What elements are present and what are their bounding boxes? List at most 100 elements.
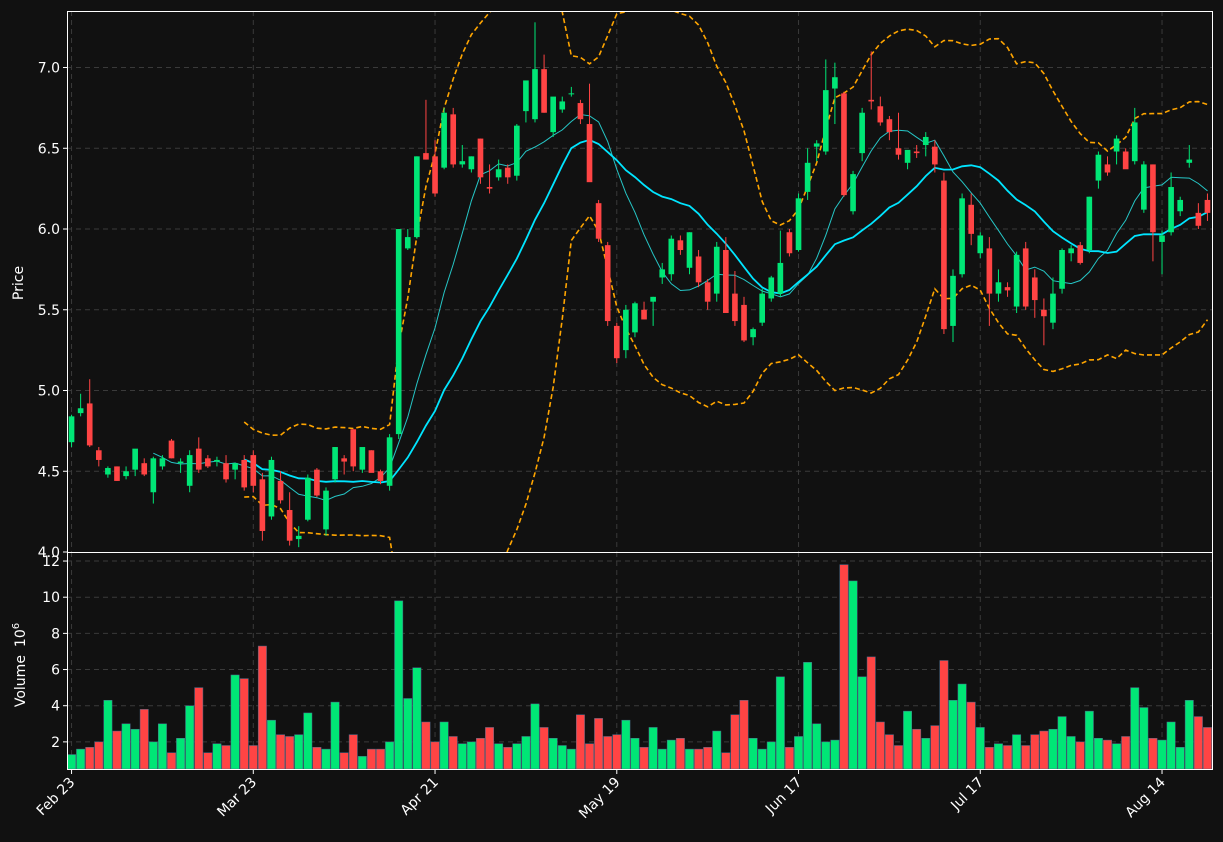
volume-bar: [257, 645, 267, 770]
candle-body: [350, 429, 357, 467]
volume-bar: [957, 683, 967, 770]
volume-bar: [1030, 734, 1040, 770]
candle-body: [386, 437, 393, 486]
candle-body: [486, 187, 493, 189]
volume-bar: [1103, 739, 1112, 770]
volume-bar: [485, 727, 494, 770]
price-grid: [67, 11, 1212, 552]
candle-body: [432, 156, 438, 194]
volume-bar: [930, 725, 940, 770]
candle-body: [1122, 151, 1129, 170]
candle-body: [1113, 138, 1120, 152]
candle-body: [95, 450, 102, 460]
candle-body: [314, 469, 320, 496]
volume-bar: [276, 734, 285, 770]
volume-bar: [1148, 738, 1158, 770]
candle-body: [241, 459, 248, 488]
volume-tick-label: 12: [42, 554, 60, 570]
volume-bar: [812, 723, 822, 770]
candle-body: [1141, 164, 1147, 210]
volume-bar: [85, 747, 95, 770]
volume-bar: [357, 756, 367, 770]
candle-body: [195, 448, 202, 470]
candle-body: [850, 174, 856, 212]
candle-body: [704, 282, 711, 302]
candle-body: [822, 90, 829, 152]
candle-body: [1095, 154, 1102, 181]
candle-body: [132, 448, 138, 470]
volume-bar: [285, 736, 295, 770]
volume-bar: [821, 741, 831, 770]
volume-bar: [376, 748, 385, 770]
candle-body: [1004, 287, 1011, 291]
volume-bar: [603, 736, 613, 770]
volume-y-ticks: 2 4 6 8 10 12: [42, 554, 67, 751]
volume-bar: [176, 738, 186, 770]
candle-body: [586, 124, 593, 183]
candle-body: [795, 198, 802, 251]
candle-body: [141, 463, 148, 475]
lower-band-line: [244, 214, 1209, 552]
volume-bar: [448, 736, 458, 770]
price-tick-label: 5.5: [38, 303, 60, 319]
volume-bar: [112, 730, 122, 770]
volume-bar: [921, 738, 931, 770]
volume-bar: [775, 676, 785, 770]
volume-bar: [312, 747, 322, 770]
candle-body: [159, 458, 166, 467]
volume-bar: [884, 734, 894, 770]
candle-body: [86, 403, 93, 446]
volume-bar: [639, 747, 649, 770]
volume-bar: [966, 701, 976, 770]
candle-body: [259, 479, 266, 532]
price-axis-label: Price: [11, 266, 27, 300]
volume-bar: [1175, 747, 1185, 770]
candle-body: [341, 458, 347, 462]
candle-body: [1022, 248, 1029, 307]
volume-axis-label-text: Volume: [13, 655, 29, 707]
candle-body: [913, 151, 920, 154]
volume-bar: [1066, 736, 1076, 770]
candle-body: [686, 232, 693, 268]
candle-body: [250, 455, 257, 486]
candle-body: [950, 275, 956, 326]
volume-bar: [785, 747, 794, 770]
volume-bar: [621, 719, 631, 770]
candle-body: [414, 156, 420, 238]
volume-tick-label: 8: [51, 626, 60, 642]
price-tick-label: 5.0: [38, 384, 60, 400]
volume-bar: [1021, 745, 1031, 770]
volume-bar: [912, 728, 922, 770]
candle-body: [568, 93, 575, 95]
volume-bar: [739, 700, 749, 770]
candle-body: [214, 459, 220, 462]
candle-body: [650, 296, 656, 302]
volume-bar: [1184, 700, 1194, 770]
candle-body: [459, 161, 466, 165]
bollinger-bands: [243, 11, 1209, 552]
candle-body: [177, 461, 184, 464]
volume-bar: [385, 741, 395, 770]
candle-body: [677, 240, 684, 251]
volume-tick-label: 6: [51, 663, 60, 679]
candle-body: [495, 169, 502, 178]
candle-body: [268, 459, 275, 517]
volume-bar: [585, 743, 594, 770]
volume-bar: [866, 656, 876, 770]
volume-bar: [803, 662, 813, 770]
volume-bar: [148, 741, 158, 770]
volume-bar: [194, 687, 204, 770]
price-tick-label: 6.0: [38, 222, 60, 238]
price-tick-label: 4.0: [38, 545, 60, 561]
volume-bar: [1039, 730, 1049, 770]
volume-bar: [1203, 727, 1212, 770]
volume-bar: [421, 721, 431, 770]
price-tick-label: 6.5: [38, 141, 60, 157]
candle-body: [986, 248, 993, 294]
candle-body: [1031, 277, 1038, 301]
candle-body: [395, 229, 402, 435]
candle-body: [1086, 196, 1093, 251]
candle-body: [123, 471, 129, 477]
volume-bar: [294, 734, 304, 770]
candle-body: [168, 440, 175, 459]
